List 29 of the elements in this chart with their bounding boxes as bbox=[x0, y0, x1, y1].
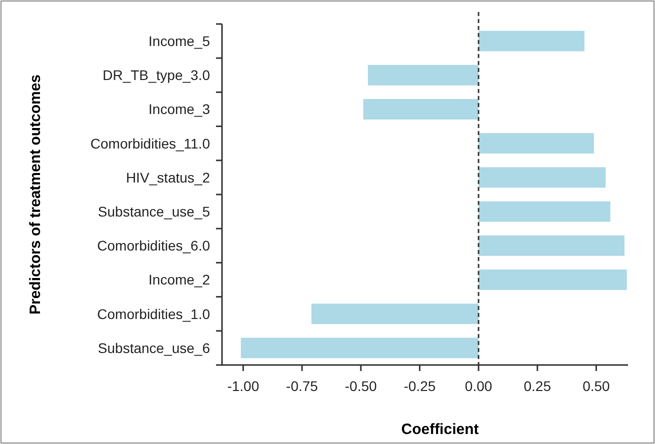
x-tick-label: -0.25 bbox=[404, 378, 436, 394]
bar bbox=[311, 304, 479, 324]
y-tick-label: Comorbidities_11.0 bbox=[90, 135, 210, 152]
y-tick-label: Substance_use_6 bbox=[98, 340, 210, 356]
bar bbox=[478, 201, 610, 222]
bar bbox=[478, 133, 594, 154]
x-tick-label: -1.00 bbox=[227, 378, 260, 394]
x-axis-title: Coefficient bbox=[401, 421, 479, 438]
bar bbox=[478, 235, 624, 256]
x-tick-label: 0.25 bbox=[524, 378, 552, 394]
bar bbox=[368, 64, 479, 86]
y-tick-label: Comorbidities_6.0 bbox=[97, 238, 210, 254]
y-tick-label: Income_3 bbox=[148, 101, 210, 118]
y-tick-label: DR_TB_type_3.0 bbox=[102, 67, 210, 84]
bar bbox=[478, 270, 627, 290]
y-tick-label: Substance_use_5 bbox=[98, 203, 210, 220]
y-axis-title: Predictors of treatment outcomes bbox=[27, 74, 44, 315]
y-tick-label: Income_5 bbox=[148, 32, 210, 49]
bar bbox=[363, 99, 479, 120]
y-tick-label: Comorbidities_1.0 bbox=[97, 306, 210, 322]
bar bbox=[478, 167, 606, 188]
bar bbox=[240, 338, 479, 358]
x-tick-label: 0.00 bbox=[464, 378, 492, 394]
y-tick-label: HIV_status_2 bbox=[126, 169, 210, 186]
bar bbox=[478, 30, 584, 52]
y-tick-label: Income_2 bbox=[148, 272, 210, 288]
x-tick-label: 0.50 bbox=[582, 378, 610, 394]
x-tick-label: -0.75 bbox=[286, 378, 318, 394]
x-tick-label: -0.50 bbox=[344, 378, 378, 394]
